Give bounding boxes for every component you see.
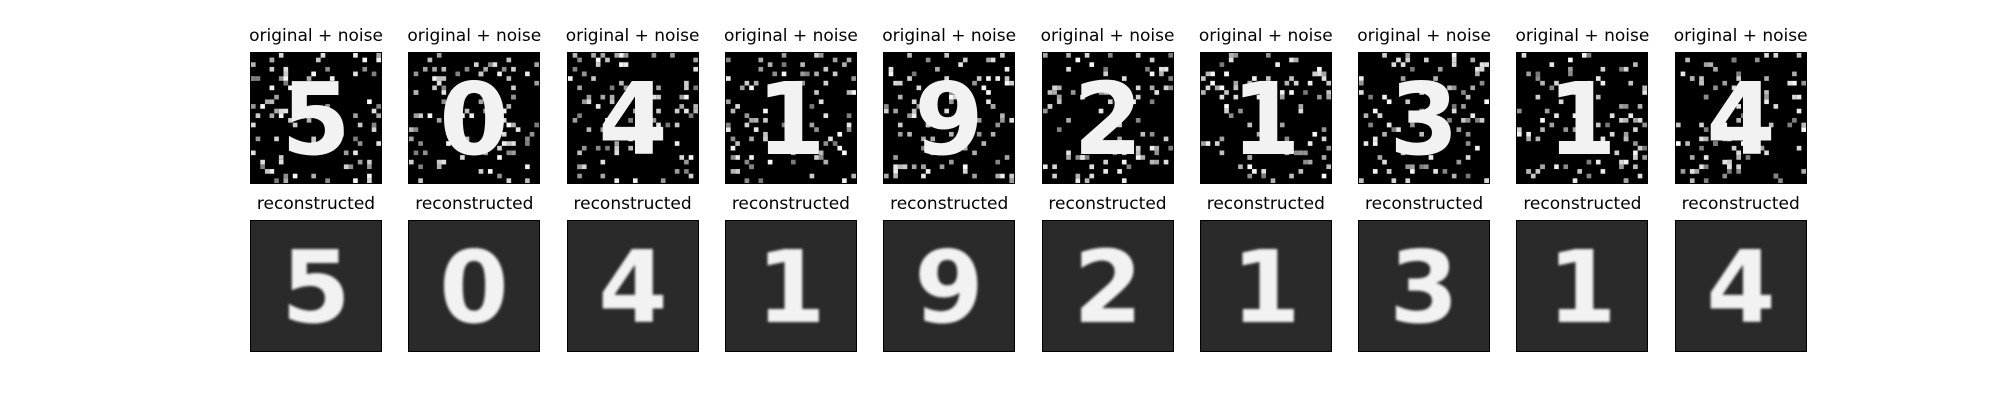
svg-text:9: 9 <box>914 229 983 346</box>
noisy-digit-image: 1 <box>724 52 857 184</box>
svg-text:2: 2 <box>1073 61 1142 178</box>
reconstructed-digit-image: 2 <box>1041 220 1174 352</box>
noisy-panel-title: original + noise <box>1515 26 1650 46</box>
noisy-panel-title: original + noise <box>565 26 700 46</box>
noisy-panel-title: original + noise <box>1040 26 1175 46</box>
noisy-panel-title: original + noise <box>882 26 1017 46</box>
reconstructed-digit-image: 1 <box>1516 220 1649 352</box>
reconstructed-panel-title: reconstructed <box>573 194 692 214</box>
svg-text:9: 9 <box>914 61 983 178</box>
svg-text:1: 1 <box>1548 61 1617 178</box>
noisy-digit-image: 0 <box>408 52 541 184</box>
noisy-panel-title: original + noise <box>407 26 542 46</box>
noisy-digit-image: 1 <box>1516 52 1649 184</box>
svg-text:0: 0 <box>440 61 509 178</box>
reconstructed-panel-title: reconstructed <box>890 194 1009 214</box>
svg-text:4: 4 <box>1706 61 1775 178</box>
svg-text:1: 1 <box>1548 229 1617 346</box>
reconstructed-digit-image: 1 <box>1199 220 1332 352</box>
svg-text:3: 3 <box>1389 229 1458 346</box>
noisy-digit-image: 5 <box>250 52 382 184</box>
reconstructed-panel-title: reconstructed <box>415 194 534 214</box>
noisy-digit-image: 9 <box>883 52 1016 184</box>
noisy-digit-image: 1 <box>1199 52 1332 184</box>
svg-text:5: 5 <box>281 229 350 346</box>
noisy-digit-image: 4 <box>1674 52 1807 184</box>
reconstructed-digit-image: 0 <box>408 220 541 352</box>
reconstructed-panel-title: reconstructed <box>1048 194 1167 214</box>
noisy-panel-title: original + noise <box>249 26 383 46</box>
reconstructed-digit-image: 4 <box>1674 220 1807 352</box>
svg-text:1: 1 <box>1231 61 1300 178</box>
reconstructed-panel-title: reconstructed <box>1365 194 1484 214</box>
noisy-digit-image: 3 <box>1358 52 1491 184</box>
svg-text:1: 1 <box>1231 229 1300 346</box>
noisy-panel-title: original + noise <box>1357 26 1491 46</box>
reconstructed-digit-image: 9 <box>883 220 1016 352</box>
svg-text:4: 4 <box>598 229 667 346</box>
svg-text:4: 4 <box>1706 229 1775 346</box>
svg-text:5: 5 <box>281 61 350 178</box>
noisy-panel-title: original + noise <box>1673 26 1808 46</box>
reconstructed-panel-title: reconstructed <box>1681 194 1800 214</box>
noisy-digit-image: 4 <box>566 52 699 184</box>
svg-text:3: 3 <box>1389 61 1458 178</box>
reconstructed-digit-image: 5 <box>250 220 382 352</box>
reconstructed-panel-title: reconstructed <box>1523 194 1642 214</box>
reconstructed-panel-title: reconstructed <box>731 194 850 214</box>
noisy-digit-image: 2 <box>1041 52 1174 184</box>
noisy-panel-title: original + noise <box>723 26 858 46</box>
svg-text:1: 1 <box>756 61 825 178</box>
svg-text:1: 1 <box>756 229 825 346</box>
svg-text:0: 0 <box>440 229 509 346</box>
svg-text:2: 2 <box>1073 229 1142 346</box>
reconstructed-panel-title: reconstructed <box>1206 194 1325 214</box>
reconstructed-digit-image: 4 <box>566 220 699 352</box>
reconstructed-digit-image: 1 <box>724 220 857 352</box>
svg-text:4: 4 <box>598 61 667 178</box>
reconstructed-panel-title: reconstructed <box>256 194 376 214</box>
reconstructed-digit-image: 3 <box>1358 220 1491 352</box>
noisy-panel-title: original + noise <box>1198 26 1333 46</box>
